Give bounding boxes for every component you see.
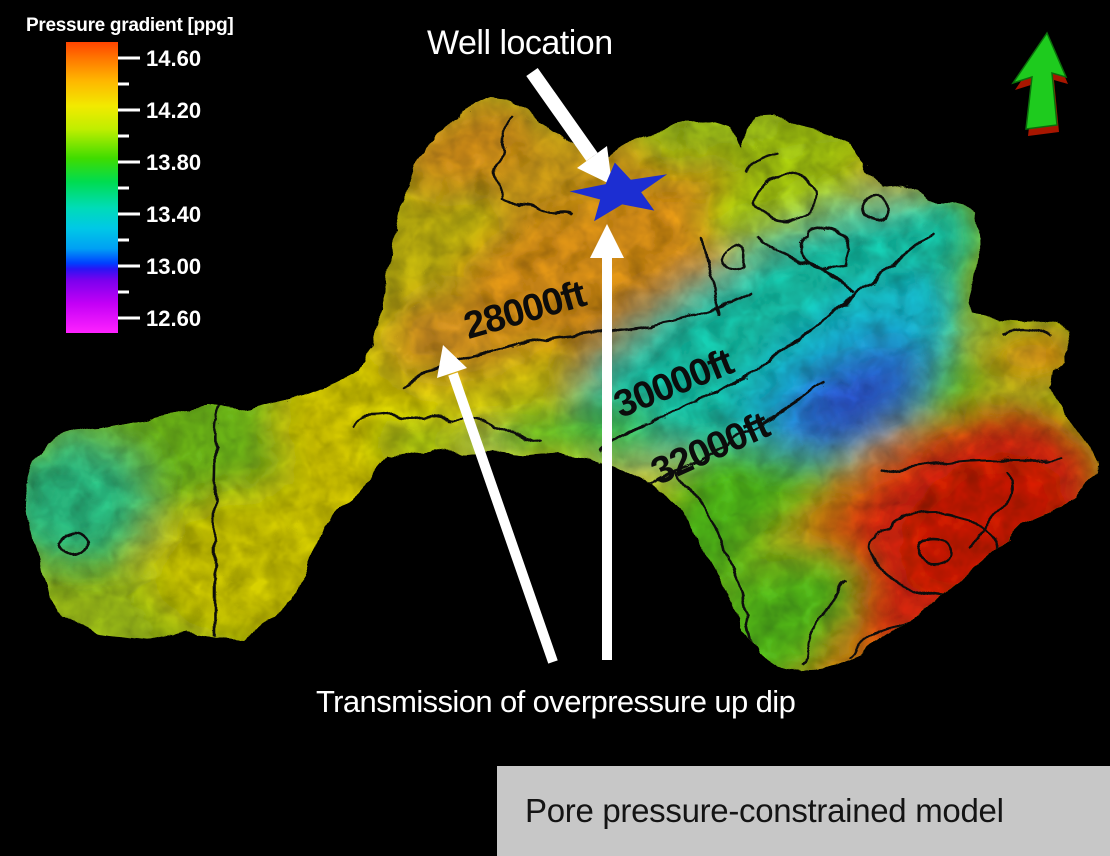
colorbar-ticks [118,56,140,320]
overpressure-arrow-vertical [590,224,624,660]
well-arrow [526,67,612,185]
contour-32000ft [640,378,824,489]
overpressure-arrow-diagonal [437,345,558,664]
well-star-icon [569,162,668,222]
tick-label: 14.60 [146,46,201,71]
tick-label: 13.80 [146,150,201,175]
caption-box: Pore pressure-constrained model [497,766,1110,856]
tick-label: 12.60 [146,306,201,331]
tick-label: 13.00 [146,254,201,279]
annotation-arrows [437,67,624,664]
transmission-label: Transmission of overpressure up dip [316,684,796,719]
contour-28000ft [398,288,750,387]
caption-text: Pore pressure-constrained model [525,792,1004,829]
well-location-label: Well location [427,24,613,62]
tick-label: 14.20 [146,98,201,123]
north-arrow-body [1011,31,1068,130]
colorbar-gradient [66,42,118,333]
north-arrow-icon [1011,31,1068,136]
colorbar-title: Pressure gradient [ppg] [26,15,233,36]
contour-30000ft [598,228,932,451]
tick-label: 13.40 [146,202,201,227]
colorbar-tick-labels: 14.60 14.20 13.80 13.40 13.00 12.60 [146,46,201,331]
colorbar: Pressure gradient [ppg] 14.60 14.20 13.8… [26,15,234,333]
